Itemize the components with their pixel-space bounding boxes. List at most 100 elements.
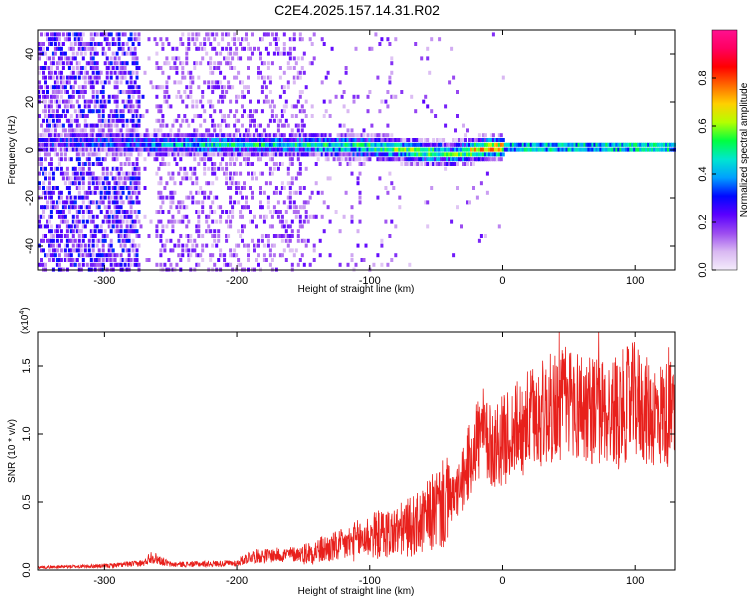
spectrogram-cell xyxy=(49,224,53,229)
spectrogram-cell xyxy=(163,99,167,104)
spectrogram-cell xyxy=(38,46,41,51)
spectrogram-cell xyxy=(109,61,113,66)
spectrogram-cell xyxy=(42,94,45,99)
spectrogram-cell xyxy=(81,109,85,114)
spectrogram-cell xyxy=(601,142,605,147)
spectrogram-cell xyxy=(257,46,260,51)
spectrogram-cell xyxy=(583,142,587,147)
spectrogram-cell xyxy=(169,219,173,224)
spectrogram-cell xyxy=(270,214,274,219)
spectrogram-cell xyxy=(117,142,121,147)
spectrogram-cell xyxy=(324,157,328,162)
spectrogram-cell xyxy=(73,258,77,262)
spectrogram-cell xyxy=(448,147,452,152)
spectrogram-cell xyxy=(237,118,241,123)
spectrogram-cell xyxy=(617,142,621,147)
spectrogram-cell xyxy=(119,147,123,152)
spectrogram-cell xyxy=(481,147,485,152)
spectrogram-cell xyxy=(85,42,89,46)
spectrogram-cell xyxy=(91,214,95,219)
spectrogram-cell xyxy=(499,152,503,157)
spectrogram-cell xyxy=(103,190,107,195)
spectrogram-cell xyxy=(87,46,91,51)
spectrogram-cell xyxy=(213,171,217,176)
spectrogram-cell xyxy=(300,123,304,128)
spectrogram-cell xyxy=(87,238,91,243)
spectrogram-cell xyxy=(101,243,105,248)
spectrogram-cell xyxy=(189,152,193,157)
spectrogram-cell xyxy=(157,195,161,200)
snr-y-tick-label: 0.0 xyxy=(21,562,33,577)
spectrogram-cell xyxy=(125,147,129,152)
spectrogram-cell xyxy=(183,171,187,176)
spectrogram-cell xyxy=(115,219,119,224)
spectrogram-cell xyxy=(87,157,91,162)
spectrogram-cell xyxy=(225,56,229,61)
spectrogram-cell xyxy=(115,138,119,142)
spectrogram-cell xyxy=(302,51,306,56)
spectrogram-cell xyxy=(171,224,175,229)
spectrogram-cell xyxy=(260,152,264,157)
spectrogram-cell xyxy=(386,133,390,138)
spectrogram-cell xyxy=(49,238,53,243)
spectrogram-cell xyxy=(55,243,59,248)
spectrogram-cell xyxy=(57,114,61,118)
spectrogram-cell xyxy=(340,133,344,138)
spectrogram-cell xyxy=(456,147,459,152)
spectrogram-cell xyxy=(394,37,398,42)
spectrogram-cell xyxy=(169,190,173,195)
spectrogram-cell xyxy=(51,75,55,80)
spectrogram-cell xyxy=(619,147,623,152)
spectrogram-cell xyxy=(115,262,119,267)
spectrogram-cell xyxy=(231,133,235,138)
spectrogram-cell xyxy=(121,114,125,118)
spectrogram-cell xyxy=(262,133,266,138)
spectrogram-cell xyxy=(137,138,141,142)
snr-y-ticks: 0.00.51.01.5 xyxy=(21,358,675,578)
spectrogram-cell xyxy=(280,186,284,190)
spectrogram-cell xyxy=(338,229,342,234)
spectrogram-cell xyxy=(274,186,278,190)
spectrogram-cell xyxy=(219,152,223,157)
spectrogram-cell xyxy=(87,186,91,190)
spectrogram-cell xyxy=(89,109,93,114)
spectrogram-cell xyxy=(91,253,95,258)
spectrogram-cell xyxy=(85,219,89,224)
spectrogram-cell xyxy=(49,70,53,75)
spectrogram-cell xyxy=(59,75,63,80)
spectrogram-cell xyxy=(143,214,147,219)
spectrogram-cell xyxy=(185,171,189,176)
spectrogram-cell xyxy=(408,157,412,162)
spectrogram-cell xyxy=(428,147,432,152)
spectrogram-cell xyxy=(67,224,71,229)
spectrogram-cell xyxy=(290,133,294,138)
spectrogram-cell xyxy=(87,210,91,214)
spectrogram-cell xyxy=(661,147,665,152)
spectrogram-cell xyxy=(49,37,53,42)
spectrogram-cell xyxy=(404,138,408,142)
spectrogram-cell xyxy=(109,224,113,229)
spectrogram-cell xyxy=(147,56,151,61)
spectrogram-cell xyxy=(199,61,203,66)
spectrogram-cell xyxy=(247,162,250,166)
spectrogram-cell xyxy=(233,133,237,138)
spectrogram-cell xyxy=(346,262,350,267)
spectrogram-cell xyxy=(93,234,97,238)
spectrogram-cell xyxy=(46,46,49,51)
spectrogram-cell xyxy=(225,176,229,181)
spectrogram-cell xyxy=(59,142,63,147)
spectrogram-cell xyxy=(243,138,246,142)
spectrogram-cell xyxy=(260,75,264,80)
spectrogram-cell xyxy=(497,133,501,138)
spectrogram-cell xyxy=(420,162,424,166)
spectrogram-cell xyxy=(422,147,426,152)
spectrogram-cell xyxy=(105,42,109,46)
spectrogram-cell xyxy=(71,51,75,56)
spectrogram-cell xyxy=(497,138,501,142)
spectrogram-cell xyxy=(91,56,95,61)
spectrogram-cell xyxy=(71,142,75,147)
spectrogram-cell xyxy=(219,133,223,138)
spectrogram-cell xyxy=(175,46,179,51)
spectrogram-cell xyxy=(93,123,97,128)
spectrogram-cell xyxy=(481,152,485,157)
